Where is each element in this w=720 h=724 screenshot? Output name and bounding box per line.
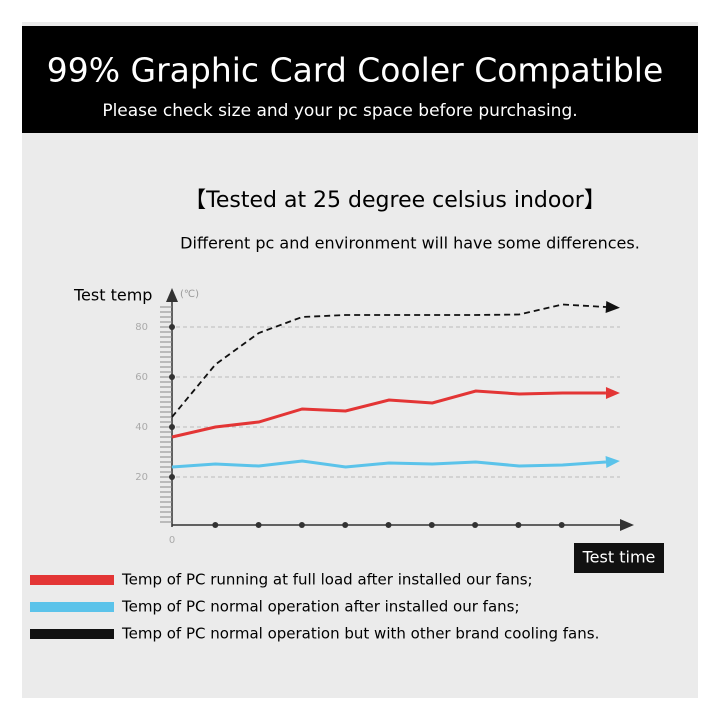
series-arrow xyxy=(605,456,620,468)
y-axis-label: Test temp xyxy=(73,286,152,305)
y-tick-mark xyxy=(169,424,175,430)
x-dot xyxy=(558,522,565,528)
x-dot xyxy=(212,522,219,528)
y-tick-label: 60 xyxy=(135,372,148,383)
x-arrow xyxy=(620,519,634,531)
header-title: 99% Graphic Card Cooler Compatible xyxy=(47,51,664,90)
y-axis-unit: (℃) xyxy=(180,289,199,300)
panel xyxy=(22,22,698,698)
series-arrow xyxy=(605,387,620,399)
series-line xyxy=(171,459,607,469)
header-subtitle: Please check size and your pc space befo… xyxy=(102,101,577,121)
y-tick-label: 20 xyxy=(135,472,148,483)
legend-swatch xyxy=(30,602,114,612)
x-dot xyxy=(342,522,349,528)
chart-title: 【Tested at 25 degree celsius indoor】 xyxy=(184,188,606,213)
y-tick-mark xyxy=(169,324,175,330)
y-tick-label: 40 xyxy=(135,422,148,433)
legend-swatch xyxy=(30,575,114,585)
series-arrow xyxy=(605,301,620,313)
legend-label: Temp of PC normal operation but with oth… xyxy=(121,625,599,643)
series-line xyxy=(171,303,607,418)
x-dot xyxy=(428,522,435,528)
x-dot xyxy=(298,522,305,528)
legend-label: Temp of PC normal operation after instal… xyxy=(121,598,520,616)
legend-swatch xyxy=(30,629,114,639)
header-band xyxy=(22,26,698,133)
x-label-box xyxy=(574,543,664,573)
y-arrow xyxy=(166,288,178,302)
x-dot xyxy=(515,522,522,528)
x-dot xyxy=(385,522,392,528)
x-tick-label: 0 xyxy=(169,535,175,546)
legend-label: Temp of PC running at full load after in… xyxy=(121,571,533,589)
y-tick-mark xyxy=(169,374,175,380)
x-dot xyxy=(255,522,262,528)
y-tick-label: 80 xyxy=(135,322,148,333)
axes xyxy=(166,288,634,531)
x-axis-label: Test time xyxy=(582,548,656,567)
x-dot xyxy=(472,522,479,528)
chart-subtitle: Different pc and environment will have s… xyxy=(180,234,640,253)
y-tick-mark xyxy=(169,474,175,480)
series-line xyxy=(171,389,606,439)
